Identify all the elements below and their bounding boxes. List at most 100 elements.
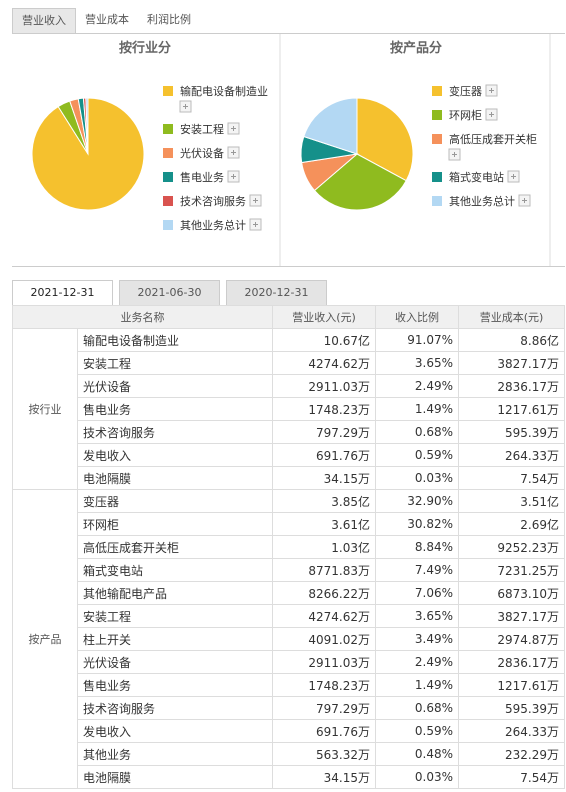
tab[interactable]: 利润比例 <box>147 13 191 26</box>
value-cell: 1217.61万 <box>458 673 565 697</box>
item-name: 售电业务 <box>77 673 273 697</box>
item-name: 光伏设备 <box>77 374 273 398</box>
legend-swatch <box>163 172 173 182</box>
value-cell: 2.69亿 <box>458 512 565 536</box>
date-tab[interactable]: 2021-06-30 <box>119 280 220 305</box>
value-cell: 797.29万 <box>272 420 376 444</box>
value-cell: 34.15万 <box>272 466 376 490</box>
value-cell: 0.03% <box>375 466 459 490</box>
legend-swatch <box>432 86 442 96</box>
table-row: 光伏设备 2911.03万 2.49% 2836.17万 <box>13 374 565 398</box>
table-row: 售电业务 1748.23万 1.49% 1217.61万 <box>13 673 565 697</box>
item-name: 发电收入 <box>77 719 273 743</box>
expand-plus <box>489 88 494 93</box>
value-cell: 8.86亿 <box>458 328 565 352</box>
value-cell: 0.68% <box>375 420 459 444</box>
column-header: 营业收入(元) <box>272 305 376 329</box>
expand-plus <box>452 152 457 157</box>
item-name: 箱式变电站 <box>77 558 273 582</box>
value-cell: 9252.23万 <box>458 535 565 559</box>
legend-swatch <box>163 220 173 230</box>
legend-swatch <box>163 124 173 134</box>
item-name: 安装工程 <box>77 351 273 375</box>
table-row: 技术咨询服务 797.29万 0.68% 595.39万 <box>13 420 565 444</box>
item-name: 高低压成套开关柜 <box>77 535 273 559</box>
item-name: 柱上开关 <box>77 627 273 651</box>
value-cell: 8.84% <box>375 535 459 559</box>
pie-slice <box>303 97 358 155</box>
value-cell: 2836.17万 <box>458 374 565 398</box>
value-cell: 8266.22万 <box>272 581 376 605</box>
value-cell: 3.85亿 <box>272 489 376 513</box>
legend-label[interactable]: 箱式变电站 <box>449 170 504 184</box>
legend-label[interactable]: 光伏设备 <box>180 146 224 160</box>
value-cell: 1.49% <box>375 397 459 421</box>
item-name: 光伏设备 <box>77 650 273 674</box>
value-cell: 2911.03万 <box>272 374 376 398</box>
pie-slice <box>313 153 407 211</box>
value-cell: 2.49% <box>375 374 459 398</box>
chart-title: 按产品分 <box>390 40 442 56</box>
value-cell: 1.03亿 <box>272 535 376 559</box>
tab[interactable]: 营业收入 <box>12 8 76 33</box>
table-row: 高低压成套开关柜 1.03亿 8.84% 9252.23万 <box>13 535 565 559</box>
value-cell: 691.76万 <box>272 443 376 467</box>
item-name: 其他业务 <box>77 742 273 766</box>
legend-label[interactable]: 变压器 <box>449 84 482 98</box>
item-name: 技术咨询服务 <box>77 696 273 720</box>
legend-swatch <box>432 196 442 206</box>
value-cell: 32.90% <box>375 489 459 513</box>
value-cell: 264.33万 <box>458 719 565 743</box>
legend-swatch <box>432 110 442 120</box>
expand-plus <box>253 198 258 203</box>
table-row: 其他输配电产品 8266.22万 7.06% 6873.10万 <box>13 581 565 605</box>
item-name: 售电业务 <box>77 397 273 421</box>
item-name: 技术咨询服务 <box>77 420 273 444</box>
value-cell: 2911.03万 <box>272 650 376 674</box>
expand-plus <box>489 112 494 117</box>
table-row: 箱式变电站 8771.83万 7.49% 7231.25万 <box>13 558 565 582</box>
value-cell: 30.82% <box>375 512 459 536</box>
value-cell: 3.65% <box>375 351 459 375</box>
value-cell: 0.48% <box>375 742 459 766</box>
pie-slice <box>356 97 414 182</box>
tab[interactable]: 营业成本 <box>85 13 129 26</box>
value-cell: 7.54万 <box>458 765 565 789</box>
legend-label[interactable]: 输配电设备制造业 <box>180 84 268 98</box>
table-row: 电池隔膜 34.15万 0.03% 7.54万 <box>13 466 565 490</box>
legend-label[interactable]: 其他业务总计 <box>449 194 515 208</box>
legend-label[interactable]: 其他业务总计 <box>180 218 246 232</box>
item-name: 其他输配电产品 <box>77 581 273 605</box>
value-cell: 3.49% <box>375 627 459 651</box>
value-cell: 563.32万 <box>272 742 376 766</box>
legend-label[interactable]: 技术咨询服务 <box>180 194 246 208</box>
table-row: 电池隔膜 34.15万 0.03% 7.54万 <box>13 765 565 789</box>
chart-panel: 按行业分 输配电设备制造业 安装工程 光伏设备 售电业务 技术咨询服务 其他业务总计 按产品分… <box>12 33 565 267</box>
table-row: 环网柜 3.61亿 30.82% 2.69亿 <box>13 512 565 536</box>
table-row: 安装工程 4274.62万 3.65% 3827.17万 <box>13 351 565 375</box>
value-cell: 691.76万 <box>272 719 376 743</box>
value-cell: 595.39万 <box>458 420 565 444</box>
value-cell: 0.59% <box>375 443 459 467</box>
legend-label[interactable]: 售电业务 <box>180 170 224 184</box>
table-row: 安装工程 4274.62万 3.65% 3827.17万 <box>13 604 565 628</box>
legend-swatch <box>163 148 173 158</box>
value-cell: 3827.17万 <box>458 351 565 375</box>
legend-label[interactable]: 高低压成套开关柜 <box>449 132 537 146</box>
expand-plus <box>253 222 258 227</box>
value-cell: 6873.10万 <box>458 581 565 605</box>
item-name: 电池隔膜 <box>77 466 273 490</box>
value-cell: 4274.62万 <box>272 604 376 628</box>
value-cell: 3.51亿 <box>458 489 565 513</box>
data-table: 业务名称 营业收入(元) 收入比例 营业成本(元) 按行业 输配电设备制造业 10.67亿 9… <box>12 305 565 789</box>
value-cell: 0.68% <box>375 696 459 720</box>
value-cell: 8771.83万 <box>272 558 376 582</box>
charts: 按行业分输配电设备制造业安装工程光伏设备售电业务技术咨询服务其他业务总计按产品分… <box>31 34 551 266</box>
legend-label[interactable]: 安装工程 <box>180 122 224 136</box>
date-tab[interactable]: 2020-12-31 <box>226 280 327 305</box>
date-tab[interactable]: 2021-12-31 <box>12 280 113 305</box>
column-header: 收入比例 <box>375 305 459 329</box>
legend-label[interactable]: 环网柜 <box>449 109 482 122</box>
expand-plus <box>511 174 516 179</box>
